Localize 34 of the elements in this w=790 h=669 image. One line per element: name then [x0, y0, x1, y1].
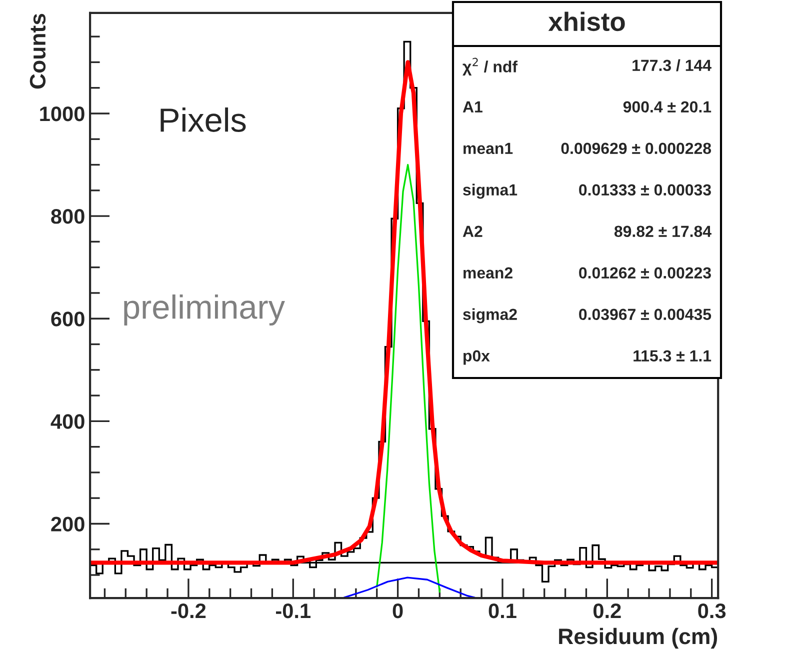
y-tick-label: 600 [51, 312, 84, 326]
annotation: 177.3 / 144 [632, 59, 712, 72]
annotation: 0.009629 ± 0.000228 [561, 142, 712, 154]
y-tick-label: 200 [51, 516, 84, 532]
annotation: A1 [462, 101, 482, 112]
x-tick-label: -0.2 [171, 603, 206, 618]
annotation: 89.82 ± 17.84 [614, 226, 712, 238]
annotation: A2 [462, 226, 482, 237]
x-tick-label: 0.3 [698, 603, 726, 618]
annotation: xhisto [548, 12, 625, 32]
annotation: p0x [464, 350, 490, 365]
annotation: sigma2 [463, 308, 517, 324]
annotation: Pixels [160, 107, 246, 132]
x-tick-label: 0.2 [594, 603, 621, 618]
annotation: 115.3 ± 1.1 [634, 350, 712, 362]
line-series [376, 164, 441, 593]
annotation: mean1 [464, 142, 513, 154]
annotation: 0.03967 ± 0.00435 [579, 308, 712, 320]
annotation: χ$^{2}$ / ndf [462, 58, 518, 76]
line-series [343, 576, 476, 598]
x-axis-title: Residuum (cm) [559, 628, 718, 649]
x-tick-label: 0.1 [488, 603, 516, 618]
y-axis-title: Counts [30, 14, 46, 89]
annotation: 900.4 ± 20.1 [623, 101, 712, 113]
y-tick-label: 1000 [40, 106, 84, 122]
annotation: sigma1 [463, 184, 518, 199]
y-tick-label: 400 [50, 414, 84, 429]
y-tick-label: 800 [51, 209, 84, 224]
annotation: mean2 [464, 267, 512, 279]
x-tick-label: 0 [392, 603, 403, 618]
annotation: 0.01262 ± 0.00223 [579, 267, 711, 279]
annotation: 0.01333 ± 0.00033 [579, 184, 711, 196]
annotation: preliminary [124, 294, 285, 326]
x-tick-label: -0.1 [276, 603, 310, 618]
